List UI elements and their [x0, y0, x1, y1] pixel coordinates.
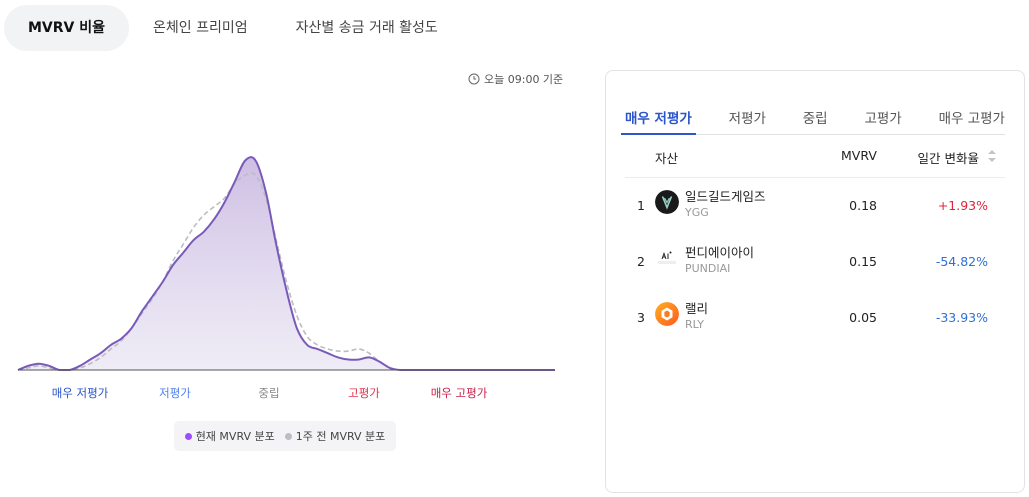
- zone-label-undervalued: 저평가: [159, 386, 191, 400]
- legend-item-current: 현재 MVRV 분포: [184, 428, 275, 444]
- legend-dot-previous: [284, 432, 292, 440]
- clock-icon: [468, 73, 480, 85]
- coin-ticker: PUNDIAI: [685, 262, 731, 275]
- pundiai-icon: [655, 246, 679, 270]
- coin-daily-change: +1.93%: [937, 198, 988, 213]
- zone-label-overvalued: 고평가: [348, 386, 380, 400]
- coin-ticker: YGG: [685, 206, 709, 219]
- column-header-change[interactable]: 일간 변화율: [917, 151, 979, 166]
- tab-neutral[interactable]: 중립: [802, 111, 828, 127]
- ygg-icon: [655, 190, 679, 214]
- table-row[interactable]: 3 랠리 RLY 0.05 -33.93%: [625, 290, 1005, 346]
- timestamp-text: 오늘 09:00 기준: [484, 73, 564, 86]
- zone-label-neutral: 중립: [258, 386, 280, 400]
- column-header-mvrv: MVRV: [841, 148, 877, 163]
- coin-name: 일드길드게임즈: [685, 189, 766, 204]
- coin-mvrv-value: 0.15: [849, 254, 877, 269]
- coin-daily-change: -54.82%: [935, 254, 988, 269]
- legend-item-previous: 1주 전 MVRV 분포: [284, 428, 386, 444]
- coin-mvrv-value: 0.05: [849, 310, 877, 325]
- previous-distribution-line: [17, 172, 555, 371]
- tab-undervalued[interactable]: 저평가: [728, 111, 766, 127]
- coin-name: 랠리: [685, 301, 709, 316]
- zone-label-very-overvalued: 매우 고평가: [430, 386, 488, 400]
- row-rank: 1: [637, 198, 645, 213]
- timestamp: 오늘 09:00 기준: [468, 71, 563, 87]
- coin-name: 펀디에이아이: [685, 245, 755, 260]
- table-row[interactable]: 2 펀디에이아이 PUNDIAI 0.15 -54.82%: [625, 234, 1005, 290]
- valuation-tabs: 매우 저평가 저평가 중립 고평가 매우 고평가: [621, 99, 1005, 135]
- tab-very-overvalued[interactable]: 매우 고평가: [938, 111, 1005, 127]
- mvrv-distribution-chart: [17, 156, 555, 371]
- row-rank: 3: [637, 310, 645, 325]
- table-row[interactable]: 1 일드길드게임즈 YGG 0.18 +1.93%: [625, 178, 1005, 234]
- table-header: 자산 MVRV 일간 변화율: [625, 146, 1005, 178]
- row-rank: 2: [637, 254, 645, 269]
- legend-label-previous: 1주 전 MVRV 분포: [295, 430, 386, 443]
- chart-legend: 현재 MVRV 분포 1주 전 MVRV 분포: [174, 421, 396, 451]
- tab-very-undervalued[interactable]: 매우 저평가: [621, 99, 696, 135]
- legend-dot-current: [184, 432, 192, 440]
- rly-icon: [655, 302, 679, 326]
- tab-mvrv-ratio[interactable]: MVRV 비율: [4, 5, 130, 51]
- coin-daily-change: -33.93%: [935, 310, 988, 325]
- coin-mvrv-value: 0.18: [849, 198, 877, 213]
- zone-label-very-undervalued: 매우 저평가: [51, 386, 109, 400]
- metric-tabs: MVRV 비율 온체인 프리미엄 자산별 송금 거래 활성도: [4, 5, 462, 51]
- column-header-asset: 자산: [655, 151, 679, 166]
- coin-ticker: RLY: [685, 318, 705, 331]
- sort-icon[interactable]: [987, 147, 997, 165]
- tab-onchain-premium[interactable]: 온체인 프리미엄: [153, 20, 248, 36]
- tab-overvalued[interactable]: 고평가: [864, 111, 902, 127]
- current-distribution-area: [18, 157, 555, 370]
- legend-label-current: 현재 MVRV 분포: [195, 430, 275, 443]
- asset-ranking-panel: 매우 저평가 저평가 중립 고평가 매우 고평가 자산 MVRV 일간 변화율 …: [605, 70, 1025, 493]
- tab-transfer-activity[interactable]: 자산별 송금 거래 활성도: [295, 20, 438, 36]
